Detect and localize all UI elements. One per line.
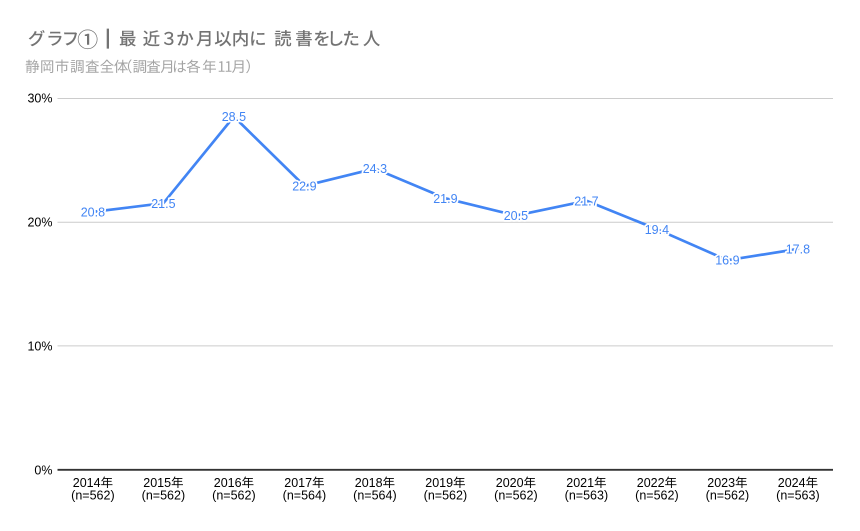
svg-text:(n=562): (n=562) (71, 489, 114, 503)
svg-text:(n=563): (n=563) (776, 489, 819, 503)
svg-text:2021: 2021 (566, 476, 594, 490)
svg-text:(n=562): (n=562) (212, 489, 255, 503)
svg-text:19.4: 19.4 (645, 223, 669, 237)
svg-text:(n=562): (n=562) (706, 489, 749, 503)
svg-text:20.5: 20.5 (504, 209, 528, 223)
svg-text:2018: 2018 (355, 476, 383, 490)
svg-text:(n=564): (n=564) (283, 489, 326, 503)
svg-text:2020: 2020 (496, 476, 524, 490)
svg-text:2014: 2014 (73, 476, 101, 490)
svg-text:20%: 20% (27, 216, 52, 230)
svg-text:2016: 2016 (214, 476, 242, 490)
svg-text:(n=562): (n=562) (424, 489, 467, 503)
svg-text:(n=562): (n=562) (142, 489, 185, 503)
svg-text:22.9: 22.9 (292, 179, 316, 193)
svg-text:2022: 2022 (637, 476, 665, 490)
svg-text:2019: 2019 (425, 476, 453, 490)
svg-text:28.5: 28.5 (222, 110, 246, 124)
svg-text:20.8: 20.8 (81, 205, 105, 219)
svg-text:30%: 30% (27, 92, 52, 106)
svg-text:21.9: 21.9 (433, 192, 457, 206)
svg-text:21.5: 21.5 (151, 197, 175, 211)
svg-text:21.7: 21.7 (574, 194, 598, 208)
svg-text:(n=564): (n=564) (353, 489, 396, 503)
svg-text:2017: 2017 (284, 476, 312, 490)
svg-text:24.3: 24.3 (363, 162, 387, 176)
svg-text:17.8: 17.8 (786, 243, 810, 257)
svg-text:(n=562): (n=562) (635, 489, 678, 503)
svg-text:0%: 0% (34, 463, 52, 477)
svg-text:2023: 2023 (707, 476, 735, 490)
svg-text:10%: 10% (27, 339, 52, 353)
svg-text:(n=563): (n=563) (565, 489, 608, 503)
svg-text:(n=562): (n=562) (494, 489, 537, 503)
svg-text:2015: 2015 (143, 476, 171, 490)
svg-text:16.9: 16.9 (715, 254, 739, 268)
svg-text:2024: 2024 (778, 476, 806, 490)
